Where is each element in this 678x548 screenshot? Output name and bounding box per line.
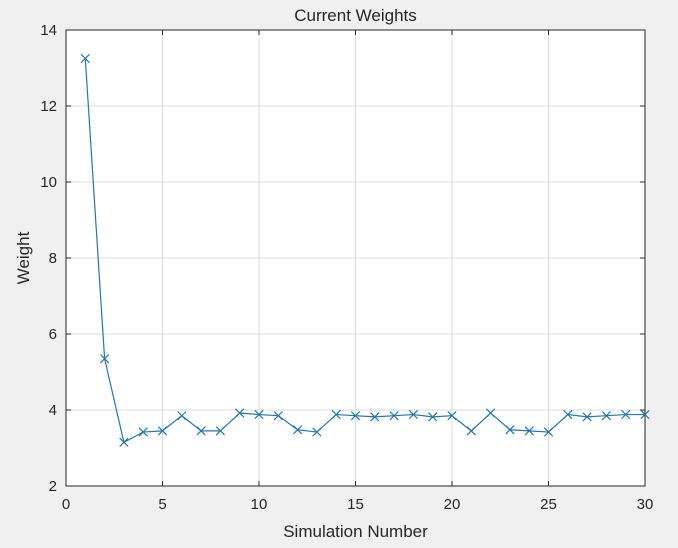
marker-stroke — [196, 426, 206, 436]
data-point-marker — [485, 408, 496, 418]
data-point-marker — [582, 412, 592, 422]
y-tick-label: 12 — [40, 98, 57, 115]
data-point-marker — [524, 426, 534, 436]
marker-stroke — [177, 411, 187, 421]
data-point-marker — [370, 412, 380, 422]
data-point-marker — [99, 354, 110, 364]
marker-stroke — [292, 425, 303, 435]
marker-stroke — [640, 409, 650, 420]
marker-stroke — [389, 411, 399, 421]
marker-stroke — [119, 437, 129, 447]
marker-stroke — [485, 408, 496, 418]
marker-stroke — [408, 409, 419, 420]
data-point-marker — [621, 409, 631, 420]
data-point-marker — [292, 425, 303, 435]
x-tick-label: 15 — [347, 496, 364, 513]
y-tick-label: 4 — [49, 402, 57, 419]
data-point-marker — [408, 409, 419, 420]
data-point-marker — [505, 425, 515, 435]
marker-stroke — [505, 425, 515, 435]
marker-stroke — [428, 412, 438, 422]
marker-stroke — [582, 412, 592, 422]
marker-stroke — [138, 427, 148, 437]
x-tick-label: 10 — [251, 496, 268, 513]
data-point-marker — [428, 412, 438, 422]
y-tick-label: 2 — [49, 478, 57, 495]
data-point-marker — [312, 427, 322, 437]
y-tick-label: 10 — [40, 174, 57, 191]
marker-stroke — [563, 409, 573, 420]
data-point-marker — [640, 409, 650, 420]
data-point-marker — [177, 411, 187, 421]
data-point-marker — [350, 411, 361, 421]
y-axis-label: Weight — [14, 231, 33, 284]
marker-stroke — [99, 354, 110, 364]
data-point-marker — [235, 408, 245, 418]
data-point-marker — [215, 426, 226, 436]
marker-stroke — [350, 411, 361, 421]
marker-stroke — [447, 411, 457, 421]
data-point-marker — [543, 427, 554, 437]
x-axis-label: Simulation Number — [283, 522, 428, 541]
data-point-marker — [254, 409, 264, 420]
marker-stroke — [543, 427, 554, 437]
grid-lines — [66, 30, 645, 486]
marker-stroke — [466, 426, 476, 436]
series-layer — [80, 53, 650, 447]
data-point-marker — [138, 427, 148, 437]
marker-stroke — [215, 426, 226, 436]
marker-stroke — [331, 409, 341, 420]
data-point-marker — [196, 426, 206, 436]
data-point-marker — [119, 437, 129, 447]
marker-stroke — [370, 412, 380, 422]
data-point-marker — [331, 409, 341, 420]
data-point-marker — [466, 426, 476, 436]
x-tick-label: 25 — [540, 496, 557, 513]
data-point-marker — [157, 426, 168, 436]
marker-stroke — [254, 409, 264, 420]
data-point-marker — [447, 411, 457, 421]
marker-stroke — [601, 411, 612, 421]
axes: 0 5 10 15 20 25 30 2 4 6 8 10 12 14 — [40, 22, 653, 513]
x-tick-label: 30 — [637, 496, 654, 513]
y-tick-label: 14 — [40, 22, 57, 39]
marker-stroke — [157, 426, 168, 436]
chart-title: Current Weights — [294, 6, 417, 25]
x-tick-label: 5 — [158, 496, 166, 513]
data-point-marker — [563, 409, 573, 420]
data-point-marker — [601, 411, 612, 421]
marker-stroke — [80, 53, 90, 64]
data-point-marker — [389, 411, 399, 421]
data-point-marker — [80, 53, 90, 64]
x-tick-label: 0 — [62, 496, 70, 513]
y-tick-label: 8 — [49, 250, 57, 267]
data-point-marker — [273, 411, 283, 421]
marker-stroke — [312, 427, 322, 437]
marker-stroke — [524, 426, 534, 436]
marker-stroke — [621, 409, 631, 420]
marker-stroke — [235, 408, 245, 418]
x-tick-label: 20 — [444, 496, 461, 513]
marker-stroke — [273, 411, 283, 421]
y-tick-label: 6 — [49, 326, 57, 343]
